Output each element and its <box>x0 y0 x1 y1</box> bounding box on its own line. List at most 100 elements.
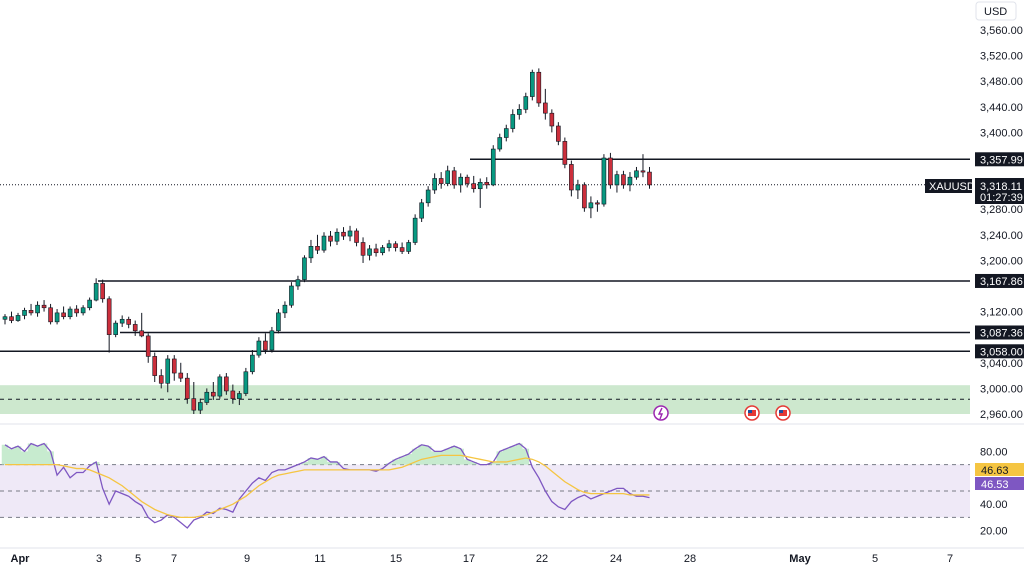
candle-body <box>373 248 379 254</box>
currency-badge[interactable] <box>975 1 1017 21</box>
time-tick: 28 <box>684 553 696 565</box>
candle-body <box>614 174 620 186</box>
candle-body <box>497 137 503 150</box>
candle-body <box>445 170 450 184</box>
candle-body <box>464 176 470 184</box>
time-tick: 7 <box>947 553 953 565</box>
candle-body <box>171 358 177 374</box>
candle-body <box>601 157 607 205</box>
candle-body <box>119 318 125 324</box>
candle-body <box>256 340 262 356</box>
price-axis[interactable]: 3,560.00 3,520.00 3,480.00 3,440.00 3,400.00… <box>980 25 1023 538</box>
time-tick: 17 <box>463 553 475 565</box>
lightning-icon <box>653 405 669 421</box>
rsi-line <box>4 442 650 529</box>
support-zone-layer <box>0 184 970 414</box>
price-tick: 3,240.00 <box>980 230 1023 242</box>
candle-body <box>61 312 66 318</box>
candle-body <box>139 330 145 337</box>
last-price-label: 3,318.11 <box>980 181 1022 193</box>
candle-body <box>458 176 464 186</box>
candle-body <box>569 164 574 191</box>
price-tick: 3,520.00 <box>980 51 1023 63</box>
candle-body <box>321 235 327 251</box>
time-tick: Apr <box>11 553 31 565</box>
candle-body <box>471 183 477 190</box>
level-label: 3,167.86 <box>980 276 1023 288</box>
level-label: 3,087.36 <box>980 327 1023 339</box>
candle-body <box>438 178 444 184</box>
price-tick: 3,400.00 <box>980 127 1023 139</box>
price-tick: 2,960.00 <box>980 409 1023 421</box>
candle-body <box>237 393 242 399</box>
last-price-tag <box>975 178 1024 204</box>
candle-body <box>230 390 236 399</box>
rsi-overbought-fill <box>1 443 530 465</box>
candle-body <box>523 96 529 110</box>
rsi-ma-value: 46.63 <box>981 465 1009 477</box>
price-tick: 3,440.00 <box>980 102 1023 114</box>
candle-body <box>224 376 229 392</box>
level-label: 3,058.00 <box>980 346 1023 358</box>
candle-body <box>360 242 366 256</box>
candle-body <box>530 71 535 97</box>
level-tag <box>975 344 1024 359</box>
level-tag <box>975 325 1024 340</box>
time-tick: 7 <box>171 553 177 565</box>
candle-body <box>126 318 131 325</box>
rsi-background-layer <box>0 423 1024 518</box>
candle-body <box>106 298 112 335</box>
candle-body <box>28 310 34 314</box>
candle-body <box>380 247 385 254</box>
candle-body <box>516 109 522 115</box>
rsi-tick: 20.00 <box>980 526 1008 538</box>
candle-body <box>595 202 600 205</box>
candle-body <box>217 376 223 397</box>
candle-body <box>543 102 548 114</box>
candle-body <box>575 184 581 191</box>
candle-body <box>621 174 626 186</box>
candle-body <box>556 125 561 142</box>
candle-body <box>93 283 99 301</box>
candles-layer <box>2 68 652 414</box>
time-tick: 5 <box>135 553 141 565</box>
time-tick: 11 <box>314 553 325 565</box>
candle-body <box>158 375 164 384</box>
candle-body <box>347 230 353 237</box>
candle-body <box>48 307 53 323</box>
candle-body <box>145 335 151 357</box>
candle-body <box>562 141 568 165</box>
candle-body <box>80 307 86 314</box>
candle-body <box>22 310 27 316</box>
candle-body <box>15 315 21 321</box>
candle-body <box>282 304 288 314</box>
candle-body <box>67 308 73 318</box>
time-axis[interactable]: Apr 3 5 7 9 11 15 17 22 24 28 May 5 7 <box>0 547 1024 565</box>
candle-body <box>41 304 47 309</box>
candle-body <box>634 170 639 178</box>
candle-body <box>393 243 398 248</box>
price-tick: 3,480.00 <box>980 76 1023 88</box>
candle-body <box>211 391 216 397</box>
candle-body <box>536 71 542 104</box>
candle-body <box>198 402 203 411</box>
time-tick: 3 <box>96 553 102 565</box>
rsi-ma-line <box>5 454 650 519</box>
level-tag <box>975 273 1024 288</box>
candle-body <box>250 354 255 373</box>
candle-body <box>54 312 60 323</box>
candle-body <box>588 202 594 209</box>
price-tick: 3,280.00 <box>980 204 1023 216</box>
candle-body <box>341 231 346 237</box>
time-tick: 5 <box>872 553 878 565</box>
candle-body <box>627 176 633 186</box>
price-tick: 3,120.00 <box>980 307 1023 319</box>
candle-body <box>647 171 652 186</box>
candle-body <box>386 243 392 248</box>
candle-body <box>432 178 437 191</box>
candle-body <box>419 202 424 219</box>
candle-body <box>263 340 268 351</box>
candle-body <box>406 242 411 252</box>
